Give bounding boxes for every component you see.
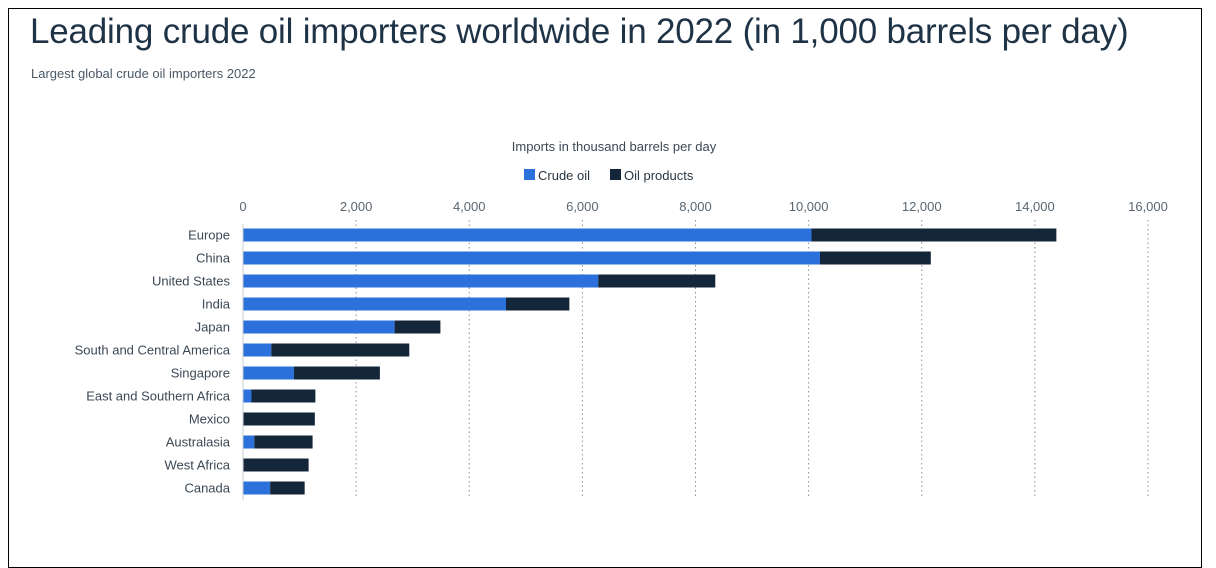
category-label: India xyxy=(202,297,231,312)
x-tick-label: 2,000 xyxy=(340,199,373,214)
bar-oil-products xyxy=(811,228,1057,242)
bar-chart: 0 2,000 4,000 6,000 8,000 10,000 12,000 14,000 1… xyxy=(75,139,1168,500)
category-label: China xyxy=(196,251,231,266)
legend: Crude oil Oil products xyxy=(524,168,694,183)
x-tick-label: 16,000 xyxy=(1128,199,1168,214)
x-tick-label: 12,000 xyxy=(902,199,942,214)
category-label: South and Central America xyxy=(75,343,231,358)
legend-label-oil-products: Oil products xyxy=(624,168,694,183)
bar-oil-products xyxy=(293,366,380,380)
chart-title: Leading crude oil importers worldwide in… xyxy=(30,12,1129,51)
category-label: Europe xyxy=(188,228,230,243)
category-label: United States xyxy=(152,274,231,289)
bar-oil-products xyxy=(243,412,315,426)
category-label: Australasia xyxy=(166,435,231,450)
category-label: East and Southern Africa xyxy=(86,389,231,404)
category-label: Singapore xyxy=(171,366,230,381)
bar-oil-products xyxy=(254,435,313,449)
bars-layer xyxy=(243,228,1057,495)
bar-crude-oil xyxy=(243,343,272,357)
legend-swatch-oil-products xyxy=(610,169,621,180)
bar-oil-products xyxy=(819,251,931,265)
bar-oil-products xyxy=(394,320,441,334)
x-tick-label: 6,000 xyxy=(566,199,599,214)
x-tick-label: 14,000 xyxy=(1015,199,1055,214)
bar-crude-oil xyxy=(243,251,820,265)
grid-layer xyxy=(355,220,1149,497)
bar-oil-products xyxy=(271,343,410,357)
bar-crude-oil xyxy=(243,297,507,311)
bar-crude-oil xyxy=(243,274,599,288)
category-label: West Africa xyxy=(164,458,230,473)
category-label: Japan xyxy=(195,320,230,335)
x-axis-title: Imports in thousand barrels per day xyxy=(512,139,717,154)
category-label: Mexico xyxy=(189,412,230,427)
bar-crude-oil xyxy=(243,228,812,242)
legend-swatch-crude-oil xyxy=(524,169,535,180)
chart-frame xyxy=(8,8,1202,568)
x-tick-label: 4,000 xyxy=(453,199,486,214)
x-tick-label: 8,000 xyxy=(679,199,712,214)
x-axis-ticks: 0 2,000 4,000 6,000 8,000 10,000 12,000 14,000 1… xyxy=(239,199,1168,214)
legend-label-crude-oil: Crude oil xyxy=(538,168,590,183)
bar-oil-products xyxy=(251,389,316,403)
x-tick-label: 10,000 xyxy=(789,199,829,214)
chart-subtitle: Largest global crude oil importers 2022 xyxy=(31,66,256,81)
bar-oil-products xyxy=(243,458,309,472)
bar-crude-oil xyxy=(243,389,252,403)
category-label: Canada xyxy=(184,481,230,496)
y-axis-categories: Europe China United States India Japan South … xyxy=(75,228,231,496)
bar-crude-oil xyxy=(243,366,294,380)
bar-oil-products xyxy=(598,274,716,288)
bar-oil-products xyxy=(506,297,570,311)
bar-crude-oil xyxy=(243,481,271,495)
x-tick-label: 0 xyxy=(239,199,246,214)
bar-crude-oil xyxy=(243,435,255,449)
bar-crude-oil xyxy=(243,320,395,334)
bar-oil-products xyxy=(270,481,305,495)
